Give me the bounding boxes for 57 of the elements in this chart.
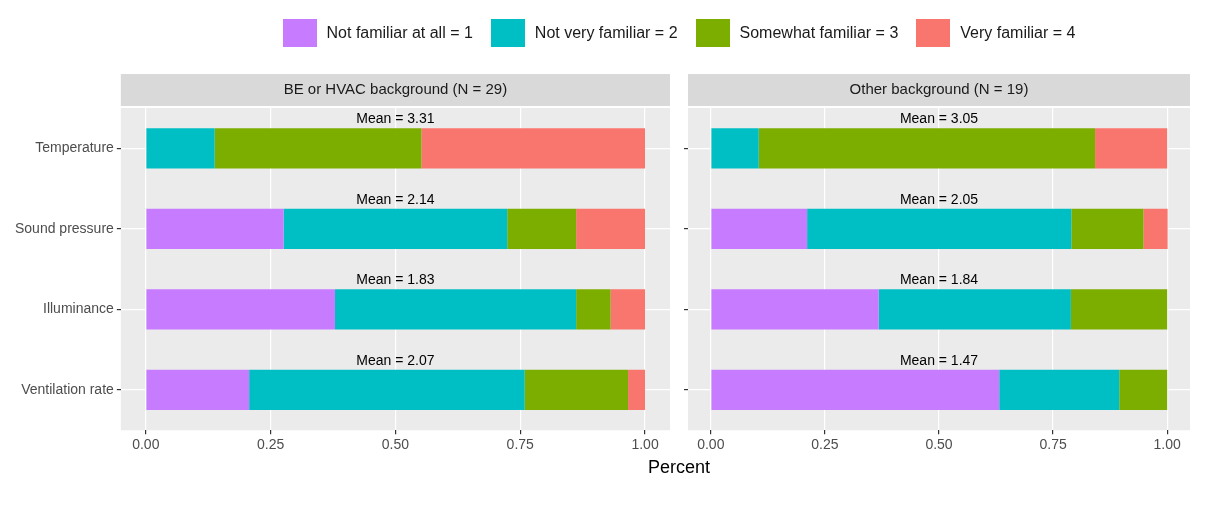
bar [758,128,1096,169]
x-tick-label: 0.00 [697,436,725,453]
x-tick-label: 1.00 [1153,436,1182,453]
bar [146,208,284,249]
x-tick-label: 0.50 [925,436,953,453]
x-tick-label: 0.00 [132,436,160,453]
x-tick-label: 0.50 [381,436,410,453]
annotation: Mean = 3.31 [356,110,435,126]
bar [711,289,879,330]
annotation: Mean = 2.05 [899,190,979,207]
y-tick-label: Sound pressure [15,219,115,236]
bar [249,369,525,411]
x-tick-label: 0.75 [1039,436,1067,453]
y-tick-label: Ventilation rate [21,380,115,397]
bar [283,208,508,249]
bar [146,369,250,411]
bar [576,208,646,249]
bar [507,208,577,249]
annotation: Mean = 1.84 [899,271,979,288]
x-tick-label: 0.25 [811,436,839,453]
annotation: Mean = 1.83 [356,271,435,288]
bar [524,369,629,411]
legend-label: Somewhat familiar = 3 [739,24,899,42]
bar [711,369,1000,411]
bar [711,208,808,249]
bar [628,369,646,411]
legend-label: Not very familiar = 2 [534,24,678,42]
y-tick-label: Temperature [35,139,115,156]
bar [1071,208,1144,249]
chart-title: BE or HVAC background (N = 29) [283,80,508,98]
legend-label: Very familiar = 4 [960,24,1076,42]
bar [146,289,336,330]
bar [576,289,611,330]
x-tick-label: 1.00 [631,436,659,453]
x-tick-label: 0.75 [506,436,535,453]
x-axis-title: Percent [646,457,711,478]
annotation: Mean = 2.07 [356,351,435,368]
bar [1143,208,1168,249]
y-tick-label: Illuminance [43,300,115,317]
bar [146,128,215,169]
annotation: Mean = 3.05 [899,110,979,126]
bar [421,128,646,169]
annotation: Mean = 2.14 [356,190,435,207]
bar [1070,289,1168,330]
legend-label: Not familiar at all = 1 [326,24,473,42]
bar [878,289,1071,330]
annotation: Mean = 1.47 [899,351,979,368]
bar [610,289,646,330]
bar [1095,128,1168,169]
chart-title: Other background (N = 19) [849,80,1029,98]
bar [999,369,1120,411]
x-tick-label: 0.25 [256,436,285,453]
bar [214,128,422,169]
bar [335,289,577,330]
bar [711,128,759,169]
bar [807,208,1072,249]
bar [1119,369,1168,411]
